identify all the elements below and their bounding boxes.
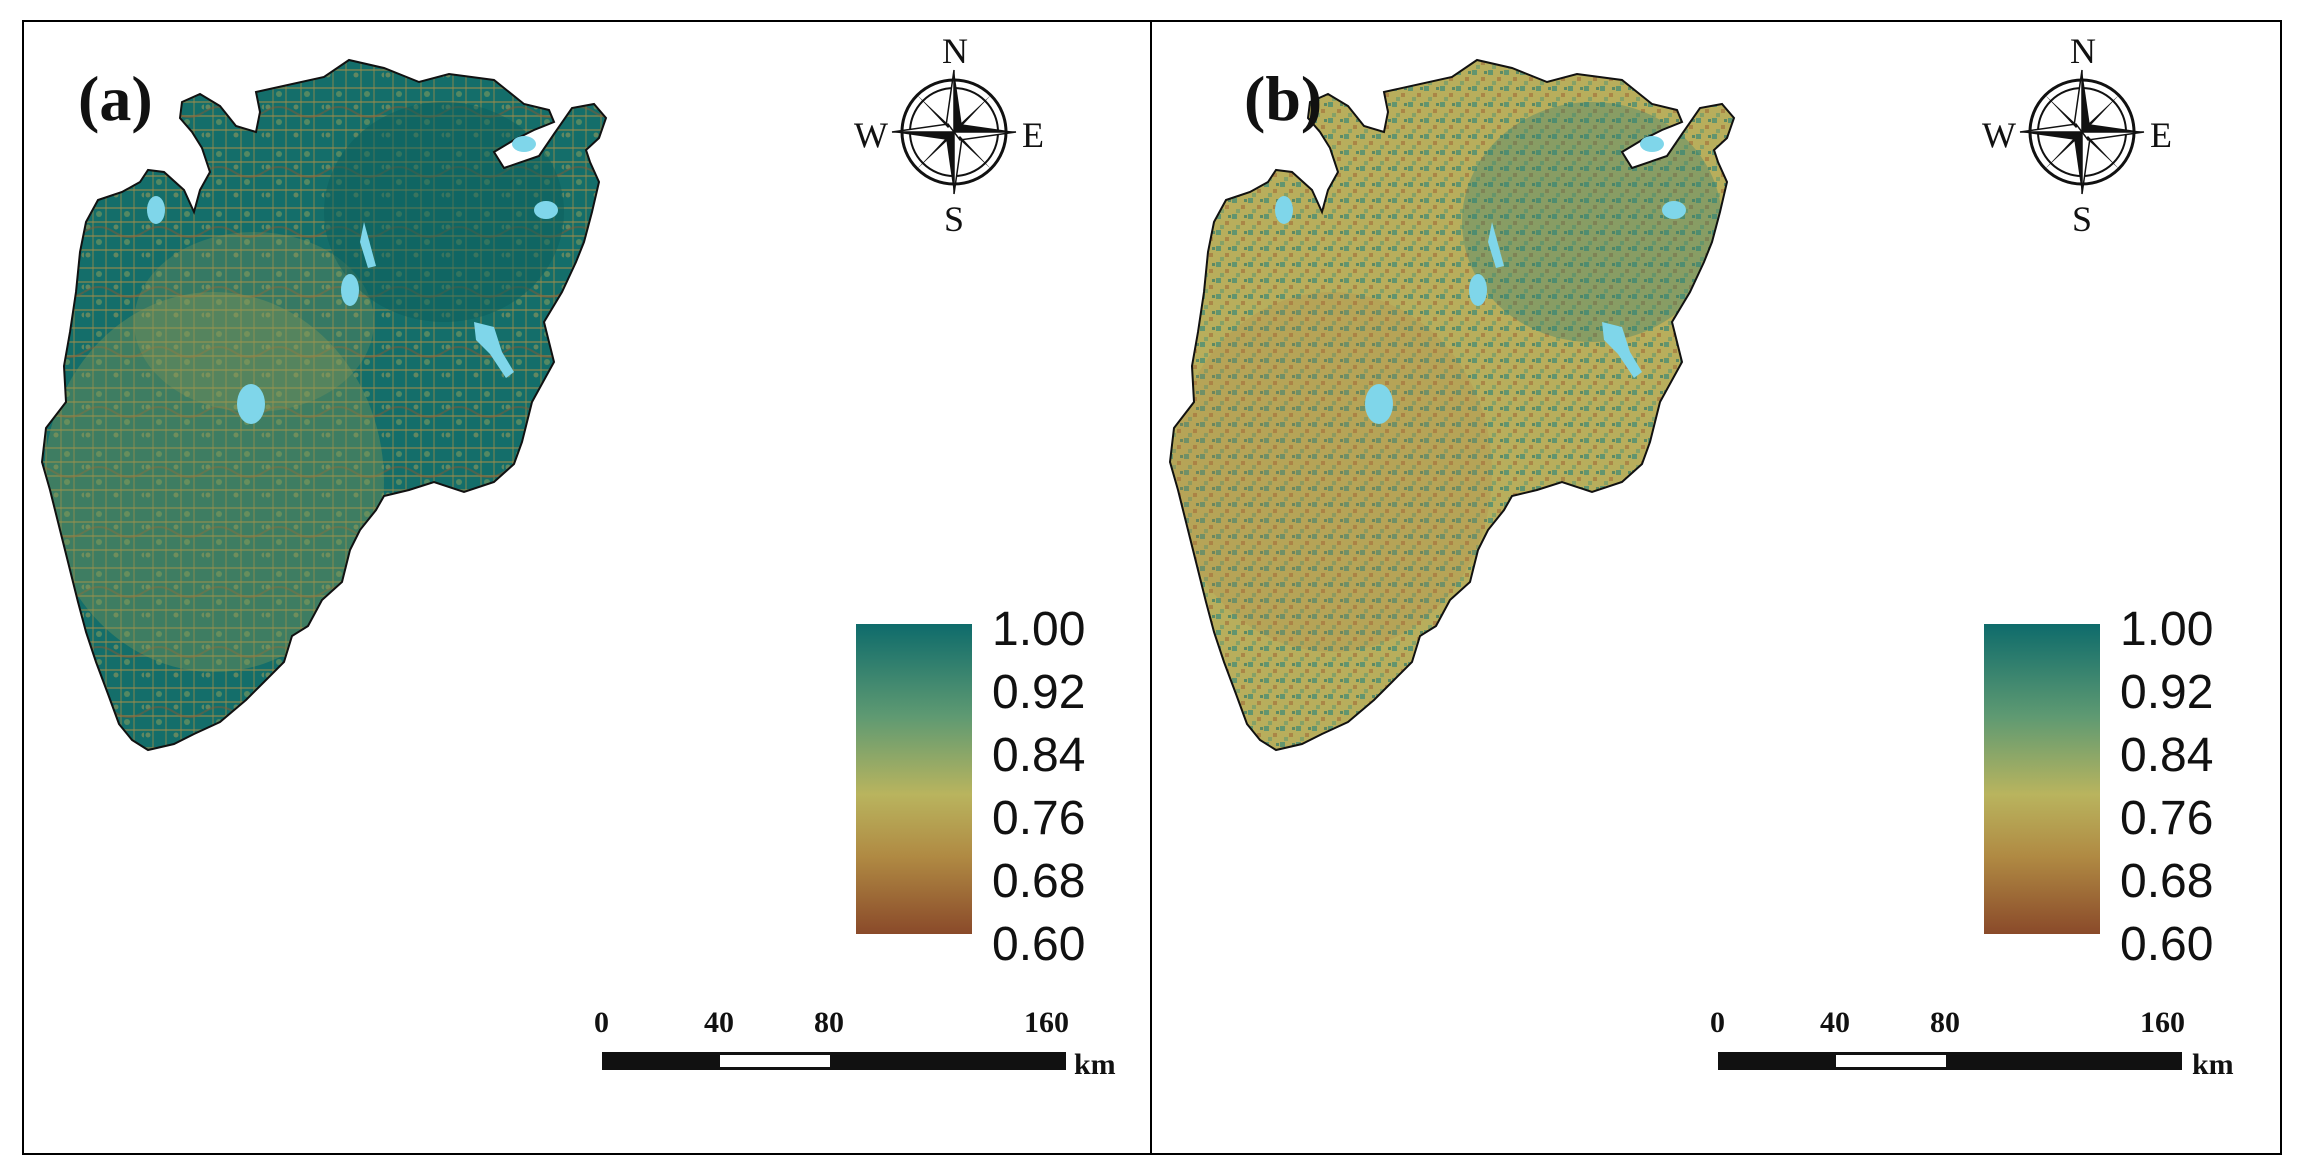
compass-rose-icon [2019, 69, 2145, 195]
compass-south-label: S [2072, 199, 2093, 239]
water-bodies-b [1275, 136, 1686, 424]
legend-tick-label: 0.68 [2120, 855, 2214, 908]
water-bodies-a [147, 136, 558, 424]
legend-colorbar-a [856, 624, 972, 934]
map-surface-a [42, 60, 606, 750]
north-arrow-b: N S E W [1982, 30, 2182, 240]
panel-label-b: (b) [1244, 63, 1323, 134]
scale-tick-label: 160 [2140, 1006, 2185, 1039]
compass-north-label: N [2070, 31, 2096, 71]
scale-tick-label: 80 [814, 1006, 844, 1039]
legend-tick-label: 0.92 [992, 666, 1086, 719]
panel-label-a: (a) [78, 63, 153, 134]
legend-tick-label: 0.60 [992, 918, 1086, 971]
scale-unit-label: km [1074, 1048, 1116, 1081]
legend-tick-label: 0.76 [2120, 792, 2214, 845]
compass-rose-icon [891, 69, 1017, 195]
map-a [41, 59, 607, 751]
legend-tick-label: 1.00 [2120, 603, 2214, 656]
scale-tick-label: 40 [1820, 1006, 1850, 1039]
scale-unit-label: km [2192, 1048, 2234, 1081]
scale-tick-label: 80 [1930, 1006, 1960, 1039]
panel-a: (a) N S E W [22, 20, 1152, 1155]
compass-east-label: E [1022, 115, 1044, 155]
compass-west-label: W [1982, 115, 2016, 155]
compass-east-label: E [2150, 115, 2172, 155]
panel-b: (b) N S E W 1.0 [1152, 20, 2282, 1155]
legend-tick-label: 0.76 [992, 792, 1086, 845]
north-arrow-a: N S E W [854, 30, 1054, 240]
compass-west-label: W [854, 115, 888, 155]
legend-tick-label: 0.84 [992, 729, 1086, 782]
compass-south-label: S [944, 199, 965, 239]
scale-tick-label: 0 [594, 1006, 609, 1039]
compass-north-label: N [942, 31, 968, 71]
scale-tick-label: 160 [1024, 1006, 1069, 1039]
legend-tick-label: 0.84 [2120, 729, 2214, 782]
map-b [1169, 59, 1735, 751]
scale-bar-segment [1836, 1055, 1946, 1067]
scale-bar-a [602, 1052, 1066, 1070]
legend-tick-label: 0.68 [992, 855, 1086, 908]
legend-tick-label: 0.92 [2120, 666, 2214, 719]
legend-colorbar-b [1984, 624, 2100, 934]
scale-bar-segment [720, 1055, 830, 1067]
scale-bar-b [1718, 1052, 2182, 1070]
scale-tick-label: 0 [1710, 1006, 1725, 1039]
scale-tick-label: 40 [704, 1006, 734, 1039]
legend-tick-label: 1.00 [992, 603, 1086, 656]
legend-tick-label: 0.60 [2120, 918, 2214, 971]
